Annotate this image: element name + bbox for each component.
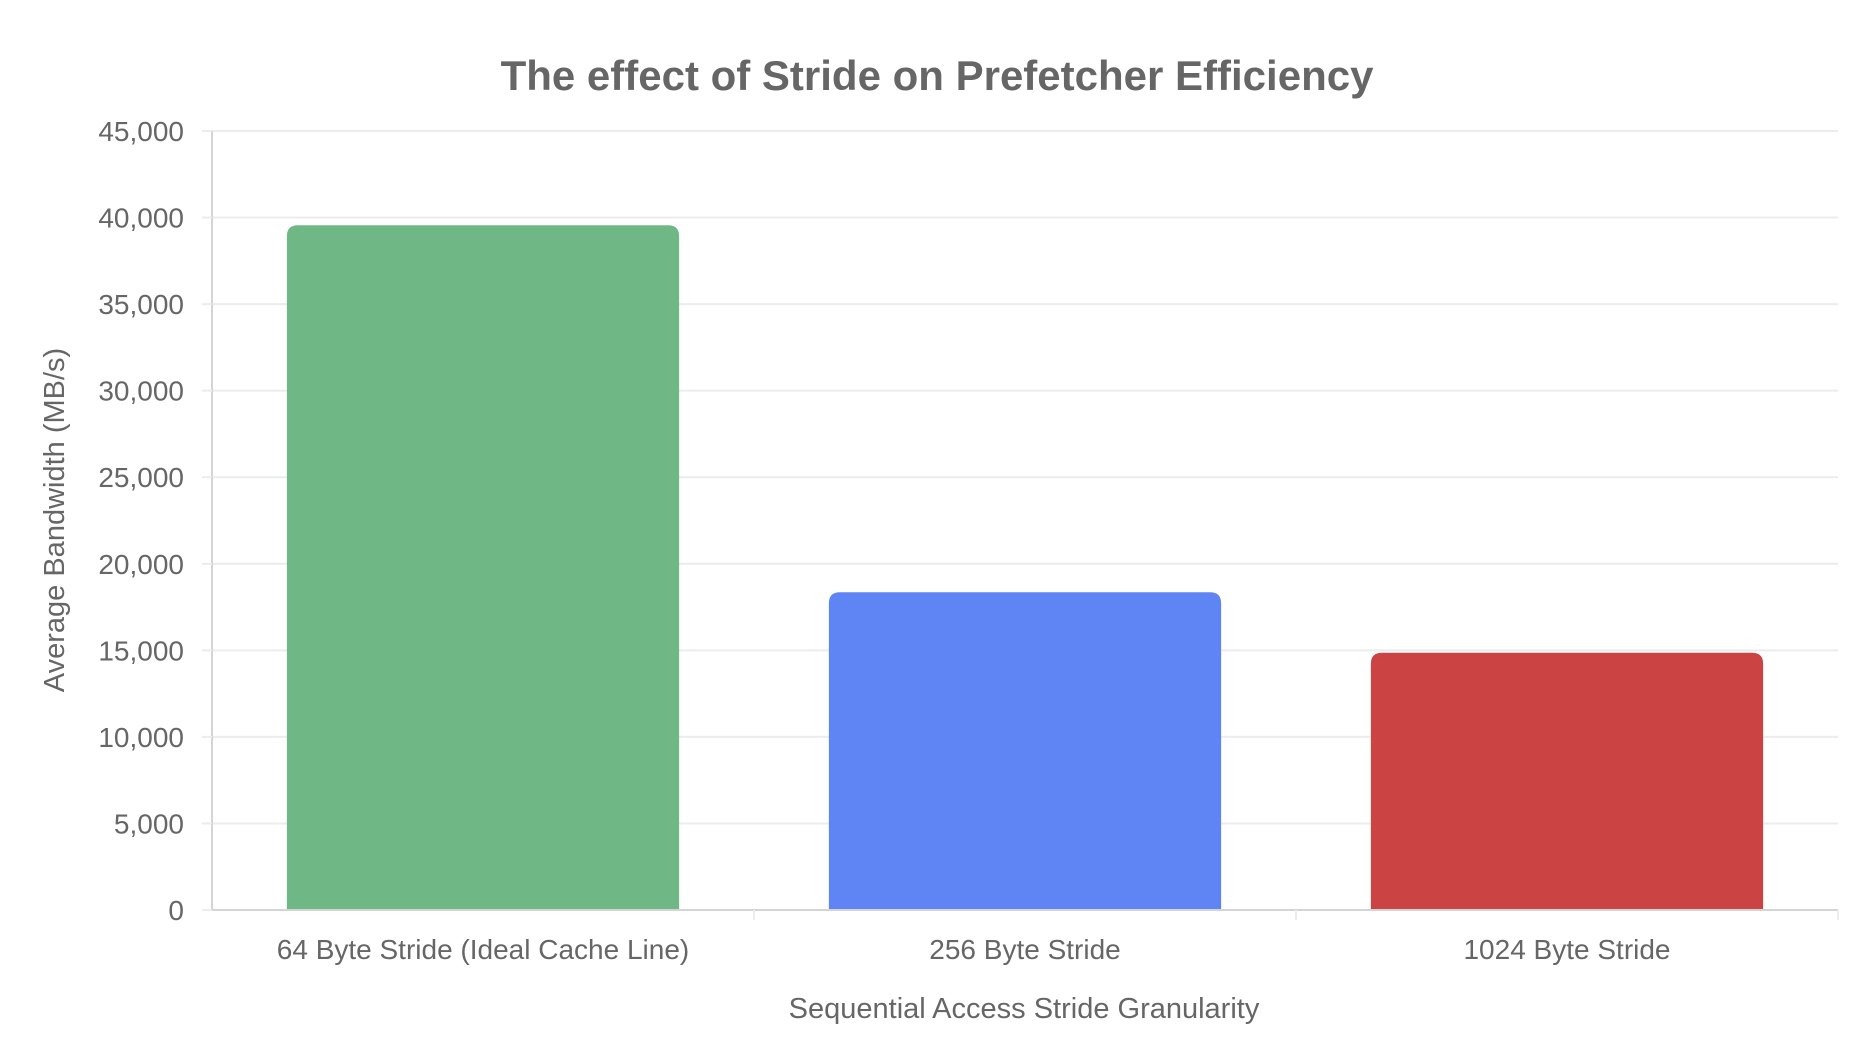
x-tick-label: 64 Byte Stride (Ideal Cache Line) [277, 934, 689, 965]
chart-title: The effect of Stride on Prefetcher Effic… [501, 52, 1375, 99]
bars [286, 225, 1764, 911]
y-tick-label: 35,000 [98, 289, 184, 320]
y-tick-label: 20,000 [98, 549, 184, 580]
y-tick-label: 25,000 [98, 462, 184, 493]
y-axis-ticks: 0 5,000 10,000 15,000 20,000 25,000 30,000 35,0… [98, 116, 212, 926]
y-tick-label: 15,000 [98, 635, 184, 666]
x-tick-label: 1024 Byte Stride [1463, 934, 1670, 965]
x-axis-title: Sequential Access Stride Granularity [789, 993, 1260, 1025]
axes [202, 131, 1838, 911]
bar-3[interactable] [1370, 652, 1764, 911]
y-tick-label: 40,000 [98, 203, 184, 234]
bar-1[interactable] [286, 225, 680, 911]
y-tick-label: 5,000 [114, 808, 184, 839]
bar-2[interactable] [828, 592, 1222, 911]
y-axis-title: Average Bandwidth (MB/s) [39, 348, 71, 692]
y-tick-label: 30,000 [98, 376, 184, 407]
y-tick-label: 0 [168, 895, 184, 926]
x-tick-label: 256 Byte Stride [929, 934, 1120, 965]
y-tick-label: 45,000 [98, 116, 184, 147]
y-tick-label: 10,000 [98, 722, 184, 753]
x-axis-ticks: 64 Byte Stride (Ideal Cache Line) 256 Byt… [277, 910, 1839, 965]
